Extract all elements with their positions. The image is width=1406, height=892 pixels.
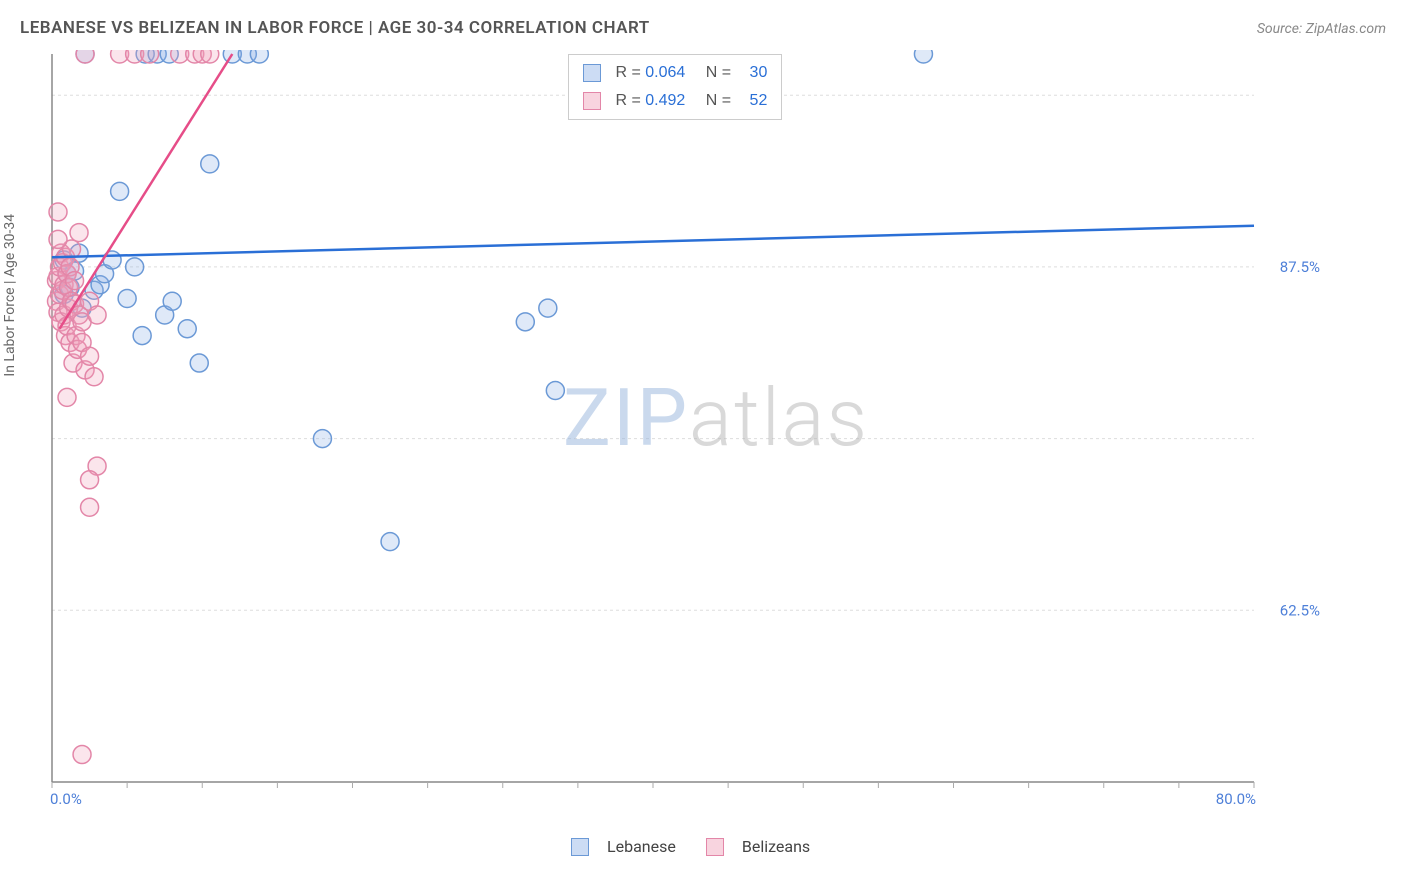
chart-title: LEBANESE VS BELIZEAN IN LABOR FORCE | AG… — [20, 18, 650, 38]
svg-text:80.0%: 80.0% — [1216, 790, 1256, 808]
correlation-legend: R = 0.064 N = 30 R = 0.492 N = 52 — [568, 54, 782, 120]
legend-row-lebanese: R = 0.064 N = 30 — [583, 59, 767, 87]
legend-item-belizeans: Belizeans — [706, 837, 810, 856]
legend-row-belizeans: R = 0.492 N = 52 — [583, 87, 767, 115]
svg-text:62.5%: 62.5% — [1280, 601, 1320, 619]
chart-area: In Labor Force | Age 30-34 62.5%87.5%0.0… — [46, 50, 1386, 850]
swatch-blue-icon — [571, 838, 589, 856]
scatter-plot: 62.5% 87.5% 0.0% 80.0% — [46, 50, 1326, 810]
svg-text:87.5%: 87.5% — [1280, 258, 1320, 276]
y-axis-label: In Labor Force | Age 30-34 — [2, 214, 18, 377]
swatch-pink-icon — [706, 838, 724, 856]
swatch-blue-icon — [583, 64, 601, 82]
swatch-pink-icon — [583, 92, 601, 110]
series-legend: Lebanese Belizeans — [571, 837, 810, 856]
legend-item-lebanese: Lebanese — [571, 837, 676, 856]
svg-text:0.0%: 0.0% — [50, 790, 82, 808]
source-attribution: Source: ZipAtlas.com — [1257, 21, 1386, 37]
